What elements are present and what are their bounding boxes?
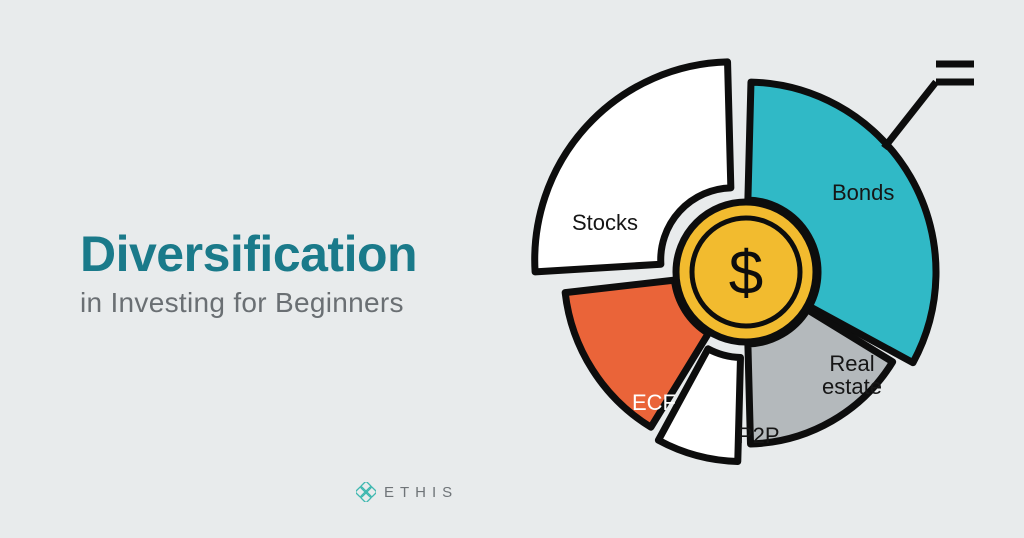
brand: ETHIS [356,482,458,502]
page-title: Diversification [80,225,417,283]
accent-lines [884,64,974,148]
brand-name: ETHIS [384,484,458,501]
slice-label-p2p: P2P [738,423,780,449]
slice-label-real: Realestate [822,352,882,398]
brand-logo-icon [356,482,376,502]
heading-block: Diversification in Investing for Beginne… [80,225,417,319]
dollar-icon: $ [729,239,763,308]
slice-label-bonds: Bonds [832,180,894,206]
slice-label-stocks: Stocks [572,210,638,236]
slice-label-ecf: ECF [632,390,676,416]
diversification-donut-chart: $ Bonds Realestate P2P ECF Stocks [504,40,984,500]
page-subtitle: in Investing for Beginners [80,287,417,319]
